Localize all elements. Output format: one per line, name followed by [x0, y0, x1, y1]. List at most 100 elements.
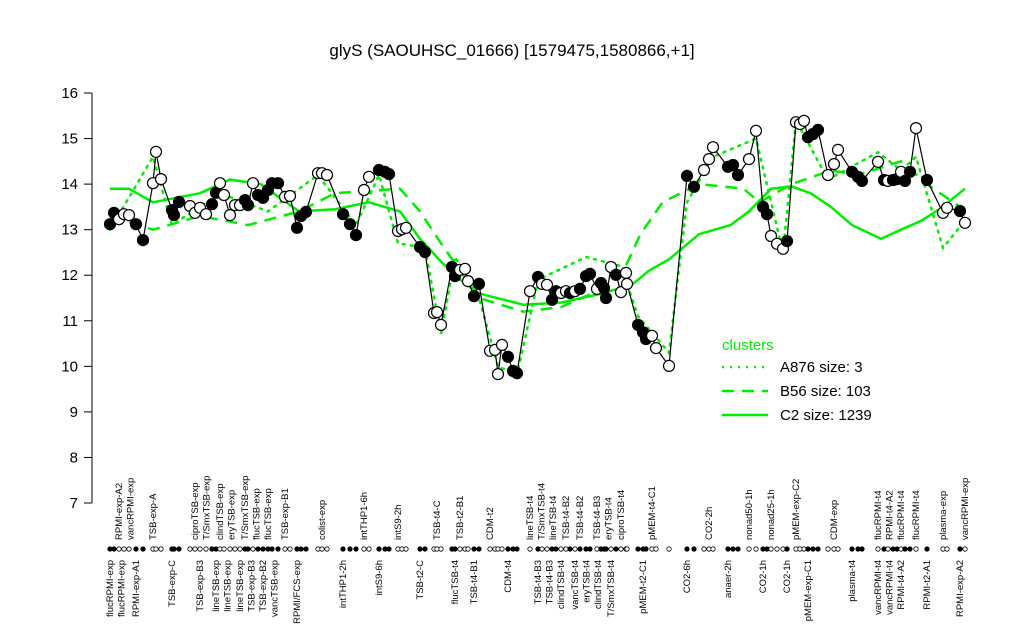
sample-marker	[197, 546, 203, 552]
sample-marker	[245, 546, 251, 552]
data-point	[573, 282, 587, 295]
sample-marker	[275, 546, 281, 552]
cluster-line-dashed	[109, 159, 966, 313]
sample-marker	[386, 546, 392, 552]
sample-label-top: lineTSB-t4	[548, 496, 559, 540]
sample-marker	[527, 546, 533, 552]
legend: clusters A876 size: 3 B56 size: 103 C2 siz…	[722, 337, 872, 424]
sample-label-bottom: RPMI-t2-A1	[922, 560, 933, 610]
sample-marker	[544, 546, 550, 552]
data-point	[619, 266, 633, 279]
sample-marker	[774, 546, 780, 552]
sample-marker	[825, 546, 831, 552]
data-point	[687, 180, 701, 193]
sample-marker	[171, 546, 177, 552]
data-point	[217, 188, 231, 202]
sample-label-top: TSB-exp-A	[148, 493, 159, 540]
data-point	[871, 155, 885, 168]
data-point	[697, 163, 711, 177]
sample-marker	[957, 546, 963, 552]
sample-label-bottom: TSB-t2-C	[415, 560, 426, 600]
sample-label-top: colist-exp	[317, 500, 328, 540]
sample-label-bottom: CO2-1h	[758, 560, 769, 593]
data-point	[467, 290, 481, 303]
data-point	[343, 218, 357, 231]
sample-label-top: TSB-t2-B1	[455, 496, 466, 540]
sample-label-bottom: pMEM-exp-C1	[803, 560, 814, 621]
sample-marker	[653, 546, 659, 552]
sample-marker	[643, 546, 649, 552]
legend-title: clusters	[722, 337, 774, 354]
data-point	[172, 195, 186, 208]
sample-label-top: TSB-t4-C	[432, 500, 443, 540]
sample-marker	[768, 546, 774, 552]
sample-marker	[361, 546, 367, 552]
sample-marker	[232, 546, 238, 552]
sample-label-top: TSB-t4-B2	[575, 496, 586, 540]
y-tick-label: 13	[61, 222, 78, 239]
legend-entry: B56 size: 103	[780, 383, 871, 400]
data-point	[199, 208, 213, 221]
sample-label-bottom: pMEM-t2-C1	[638, 560, 649, 614]
sample-marker	[366, 546, 372, 552]
sample-marker	[577, 546, 583, 552]
sample-marker	[237, 546, 243, 552]
sample-marker	[608, 546, 614, 552]
sample-marker	[499, 546, 505, 552]
sample-label-bottom: intTHP1-2h	[338, 560, 349, 608]
sample-label-bottom: plasma-t4	[847, 560, 858, 602]
data-point	[283, 189, 297, 203]
sample-marker	[924, 546, 930, 552]
sample-label-bottom: TSB-t4-B1	[469, 560, 480, 604]
sample-label-bottom: flucRPMI-exp	[105, 560, 116, 617]
data-point	[821, 168, 835, 182]
data-point	[609, 268, 623, 281]
sample-marker	[176, 546, 182, 552]
data-point	[702, 153, 716, 166]
sample-marker	[859, 546, 865, 552]
data-point	[649, 342, 663, 355]
sample-marker	[227, 546, 233, 552]
data-point	[246, 177, 260, 190]
data-point	[903, 165, 917, 178]
chart-title: glyS (SAOUHSC_01666) [1579475,1580866,+1…	[329, 41, 694, 60]
sample-label-top: RPMI-exp-A2	[114, 483, 125, 540]
sample-marker	[255, 546, 261, 552]
y-tick-label: 9	[70, 404, 78, 421]
data-point	[154, 173, 168, 186]
data-point	[620, 277, 634, 290]
sample-marker	[666, 546, 672, 552]
sample-marker	[613, 546, 619, 552]
sample-label-top: vancRPMI-exp	[960, 478, 971, 540]
y-tick-label: 15	[61, 131, 78, 148]
data-point	[540, 278, 554, 291]
sample-marker	[572, 546, 578, 552]
data-point	[706, 141, 720, 154]
legend-entry: A876 size: 3	[780, 359, 863, 376]
sample-marker	[784, 546, 790, 552]
data-point	[760, 208, 774, 221]
data-point	[780, 235, 794, 248]
sample-marker	[815, 546, 821, 552]
data-point	[827, 158, 841, 171]
data-point	[583, 267, 597, 280]
sample-marker	[457, 546, 463, 552]
data-point	[898, 174, 912, 187]
sample-marker	[962, 546, 968, 552]
sample-label-bottom: TSB-exp-C	[167, 560, 178, 607]
y-tick-label: 10	[61, 358, 78, 375]
data-point	[461, 275, 475, 288]
data-point	[290, 221, 304, 234]
data-point	[167, 209, 181, 222]
sample-label-bottom: flucRPMI-exp	[117, 560, 128, 617]
sample-label-top: intTHP1-6h	[359, 492, 370, 540]
sample-marker	[618, 546, 624, 552]
data-point	[136, 234, 150, 247]
sample-label-bottom: lineTSB-exp	[223, 560, 234, 612]
sample-marker	[603, 546, 609, 552]
data-point	[953, 204, 967, 218]
data-point	[357, 183, 371, 197]
sample-label-bottom: TSB-exp-B3	[247, 560, 258, 612]
sample-label-bottom: anaer-2h	[723, 560, 734, 598]
